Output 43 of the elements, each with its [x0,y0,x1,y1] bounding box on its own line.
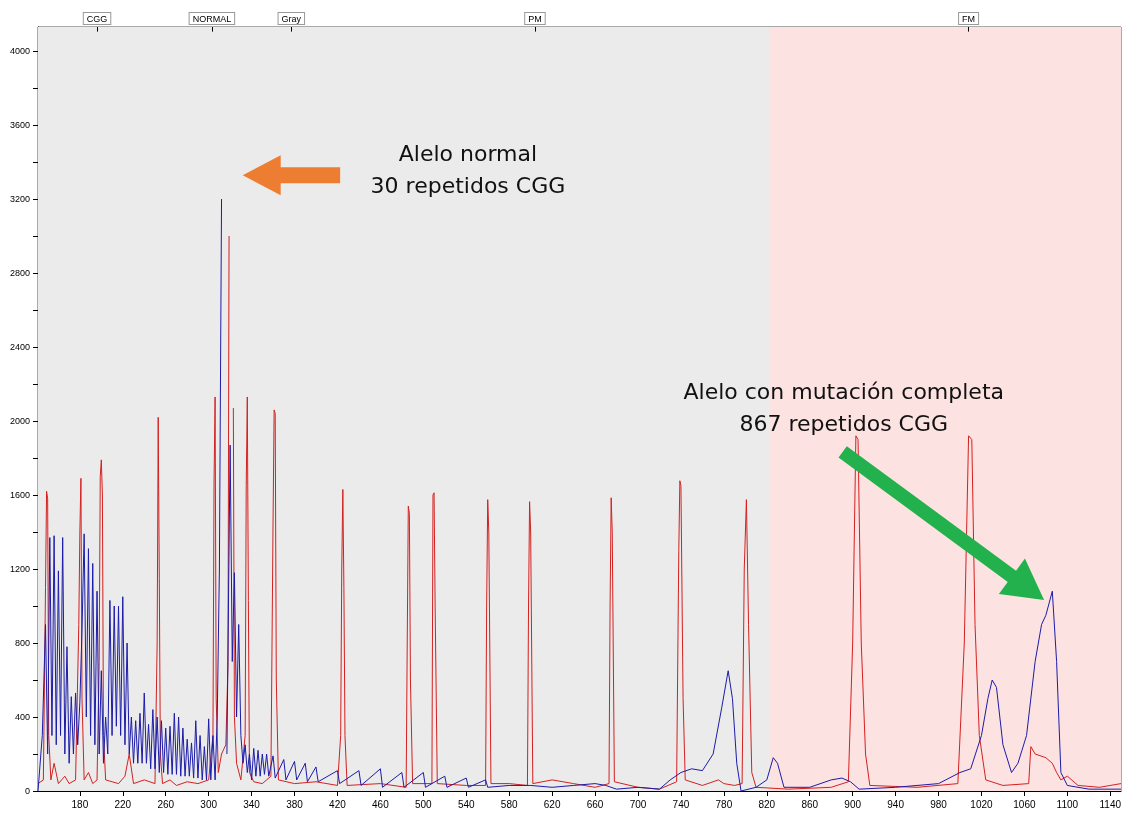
x-tick-label: 940 [887,798,905,810]
x-tick-label: 1140 [1099,798,1122,810]
x-tick-label: 820 [758,798,776,810]
y-tick-label: 4000 [9,46,30,57]
x-tick-label: 860 [801,798,819,810]
annotation: Alelo con mutación completa 867 repetidos CGG [682,378,1005,439]
y-tick-label: 800 [14,638,30,649]
ref-line-label: CGG [86,13,108,24]
y-tick-label: 3200 [9,194,30,205]
ref-line-label: NORMAL [192,13,232,24]
y-tick-label: 2000 [9,416,30,427]
x-tick-label: 980 [930,798,948,810]
annotation: Alelo normal 30 repetidos CGG [369,139,567,200]
x-tick-label: 460 [372,798,390,810]
y-tick-label: 2400 [9,342,30,353]
y-tick-label: 1600 [9,490,30,501]
x-tick-label: 1020 [970,798,994,810]
y-tick-label: 2800 [9,268,30,279]
x-tick-label: 220 [114,798,132,810]
ref-line-label: Gray [281,13,302,24]
y-tick-label: 0 [24,786,30,796]
y-tick-label: 1200 [9,564,30,575]
x-tick-label: 620 [543,798,561,810]
x-tick-label: 260 [157,798,175,810]
x-tick-label: 180 [71,798,89,810]
y-tick-label: 400 [14,712,30,722]
x-tick-label: 420 [329,798,347,810]
x-tick-label: 1100 [1056,798,1079,810]
x-tick-label: 780 [715,798,733,810]
ref-line-label: PM [528,13,542,24]
x-tick-label: 540 [457,798,476,810]
x-tick-label: 500 [414,798,433,810]
ref-line-label: FM [962,13,976,24]
x-tick-label: 660 [586,798,604,810]
x-tick-label: 300 [200,798,218,810]
x-tick-label: 380 [286,798,304,810]
x-tick-label: 740 [672,798,690,810]
x-tick-label: 700 [629,798,647,810]
x-tick-label: 900 [844,798,862,810]
x-tick-label: 340 [243,798,261,810]
y-tick-label: 3600 [9,120,30,131]
x-tick-label: 1060 [1013,798,1036,810]
x-tick-label: 580 [500,798,518,810]
